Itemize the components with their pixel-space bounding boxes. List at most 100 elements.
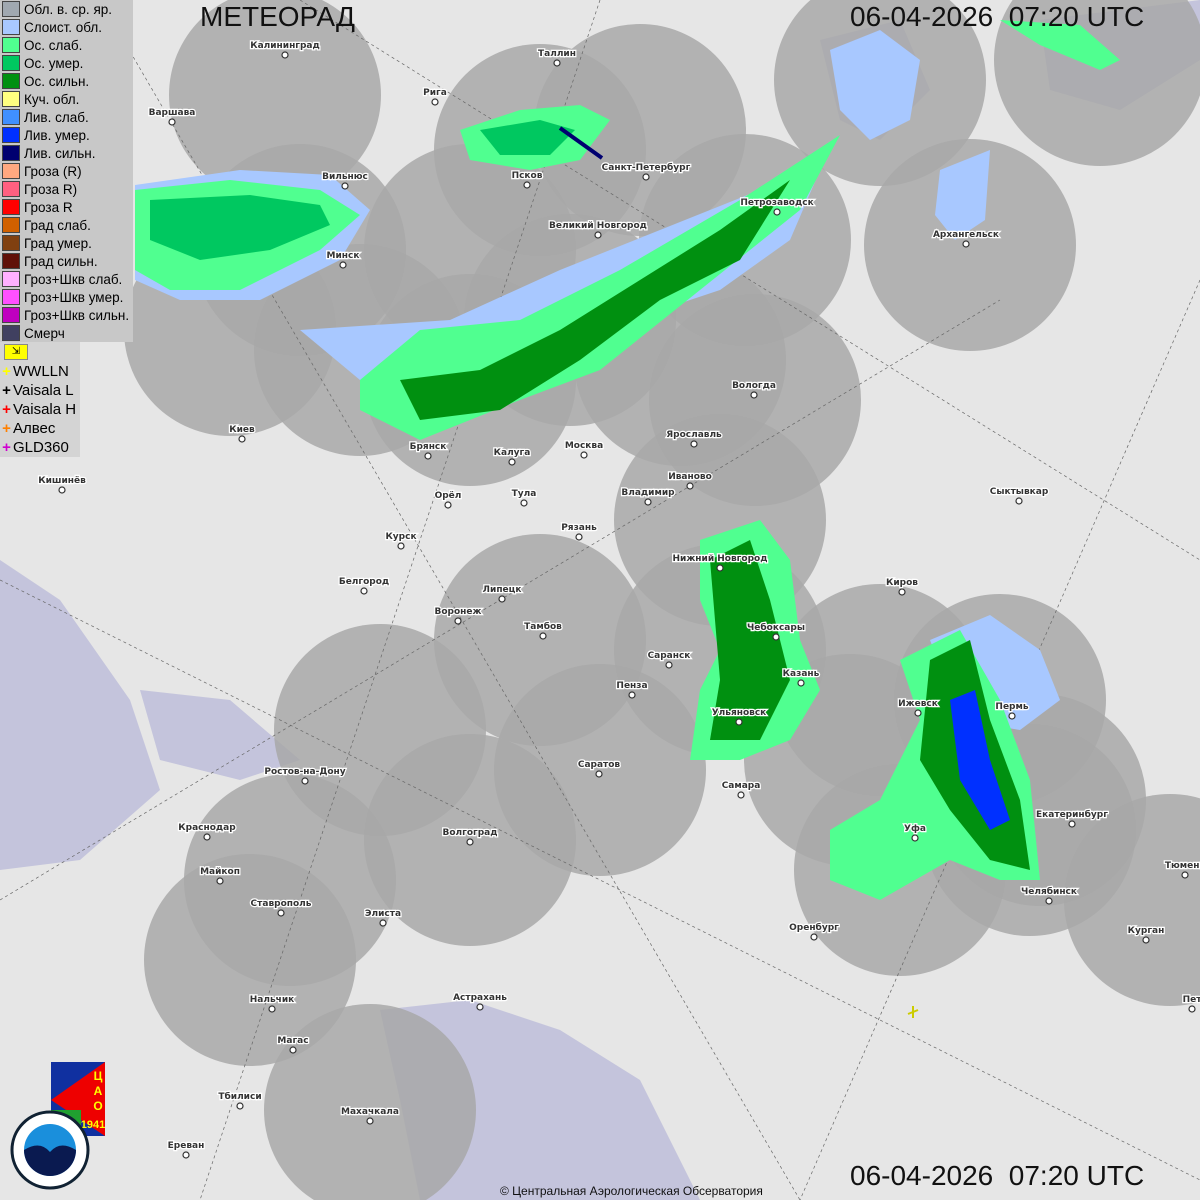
city-label: Вильнюс: [322, 172, 368, 182]
city-label: Кишинёв: [38, 476, 86, 486]
precipitation-echoes: [135, 20, 1120, 900]
legend-label: Гроза (R): [24, 163, 82, 179]
timestamp-top: 06-04-2026 07:20 UTC: [850, 1, 1145, 32]
city-dot-icon: [665, 661, 673, 669]
city-marker: Тбилиси: [217, 1090, 263, 1110]
lightning-network-item[interactable]: + WWLLN: [0, 362, 80, 381]
city-dot-icon: [772, 633, 780, 641]
city-dot-icon: [553, 59, 561, 67]
city-marker: Самара: [720, 780, 762, 799]
city-dot-icon: [737, 791, 745, 799]
lightning-network-item[interactable]: + Алвес: [0, 419, 80, 438]
city-marker: Ереван: [166, 1140, 206, 1159]
legend-item: Град слаб.: [0, 216, 133, 234]
city-dot-icon: [898, 588, 906, 596]
city-dot-icon: [476, 1003, 484, 1011]
city-dot-icon: [539, 632, 547, 640]
city-marker: Минск: [325, 250, 361, 269]
lightning-network-item[interactable]: + Vaisala L: [0, 381, 80, 400]
legend-item: Лив. сильн.: [0, 144, 133, 162]
city-label: Астрахань: [453, 993, 507, 1003]
city-marker: Саратов: [577, 759, 622, 778]
lightning-flag-icon[interactable]: ⇲: [4, 344, 28, 360]
city-marker: Вологда: [731, 380, 777, 399]
city-marker: Пенза: [615, 680, 649, 699]
city-label: Краснодар: [178, 823, 236, 833]
city-marker: Уфа: [903, 823, 927, 842]
city-dot-icon: [341, 182, 349, 190]
precipitation-area: [480, 120, 575, 155]
city-label: Киров: [886, 578, 918, 588]
city-dot-icon: [1181, 871, 1189, 879]
svg-text:1941: 1941: [81, 1119, 105, 1131]
app-title: МЕТЕОРАД: [200, 1, 355, 32]
legend-item: Гроза R): [0, 180, 133, 198]
legend-swatch: [2, 253, 20, 269]
city-marker: Астрахань: [452, 992, 508, 1011]
precipitation-area: [400, 180, 790, 420]
lightning-network-item[interactable]: + GLD360: [0, 438, 80, 457]
precipitation-band: [558, 126, 604, 160]
city-label: Чебоксары: [747, 622, 805, 633]
city-dot-icon: [911, 834, 919, 842]
city-marker: Санкт-Петербург: [600, 161, 692, 181]
city-label: Тюмень: [1165, 861, 1200, 871]
city-label: Ярославль: [666, 430, 722, 440]
city-marker: Орёл: [433, 490, 463, 509]
city-marker: Саранск: [646, 650, 692, 669]
lightning-network-item[interactable]: + Vaisala H: [0, 400, 80, 419]
city-dot-icon: [238, 435, 246, 443]
city-label: Брянск: [410, 442, 447, 452]
city-label: Нижний Новгород: [673, 554, 768, 564]
city-dot-icon: [575, 533, 583, 541]
city-dot-icon: [750, 391, 758, 399]
city-marker: Ростов-на-Дону: [263, 766, 347, 785]
city-dot-icon: [1142, 936, 1150, 944]
legend-label: Обл. в. ср. яр.: [24, 1, 113, 17]
city-marker: Воронеж: [433, 606, 483, 625]
city-marker: Екатеринбург: [1035, 808, 1109, 828]
legend-item: Гроза (R): [0, 162, 133, 180]
lightning-network-label: Vaisala H: [13, 401, 77, 418]
city-dot-icon: [454, 617, 462, 625]
city-dot-icon: [716, 564, 724, 572]
legend-item: Лив. слаб.: [0, 108, 133, 126]
city-label: Пенза: [616, 681, 647, 691]
lightning-network-label: GLD360: [13, 439, 69, 456]
city-dot-icon: [236, 1102, 244, 1110]
city-marker: Калуга: [492, 447, 532, 466]
city-marker: Элиста: [364, 908, 402, 927]
city-dot-icon: [797, 679, 805, 687]
radar-coverage-circle: [864, 139, 1076, 351]
city-label: Вологда: [732, 381, 776, 391]
city-dot-icon: [580, 451, 588, 459]
cross-icon: +: [2, 439, 11, 456]
precipitation-area: [300, 170, 820, 380]
city-marker: Оренбург: [788, 921, 840, 941]
city-dot-icon: [289, 1046, 297, 1054]
city-marker: Владимир: [620, 487, 676, 506]
precipitation-area: [710, 540, 790, 740]
city-marker: Пермь: [994, 701, 1030, 720]
city-dot-icon: [203, 833, 211, 841]
lightning-network-label: WWLLN: [13, 363, 69, 380]
legend-swatch: [2, 181, 20, 197]
city-dot-icon: [379, 919, 387, 927]
city-dot-icon: [914, 709, 922, 717]
legend-swatch: [2, 163, 20, 179]
legend-label: Ос. умер.: [24, 55, 84, 71]
legend-swatch: [2, 145, 20, 161]
city-marker: Сыктывкар: [988, 486, 1050, 505]
legend-swatch: [2, 55, 20, 71]
city-marker: Калининград: [249, 40, 321, 59]
city-marker: Нальчик: [249, 994, 295, 1013]
city-label: Воронеж: [435, 607, 482, 617]
city-label: Калуга: [494, 448, 531, 458]
cross-icon: +: [2, 420, 11, 437]
city-dot-icon: [498, 595, 506, 603]
city-marker: Тамбов: [523, 620, 563, 640]
precipitation-area: [935, 150, 990, 240]
city-marker: Псков: [510, 170, 544, 189]
city-label: Орёл: [435, 491, 462, 501]
